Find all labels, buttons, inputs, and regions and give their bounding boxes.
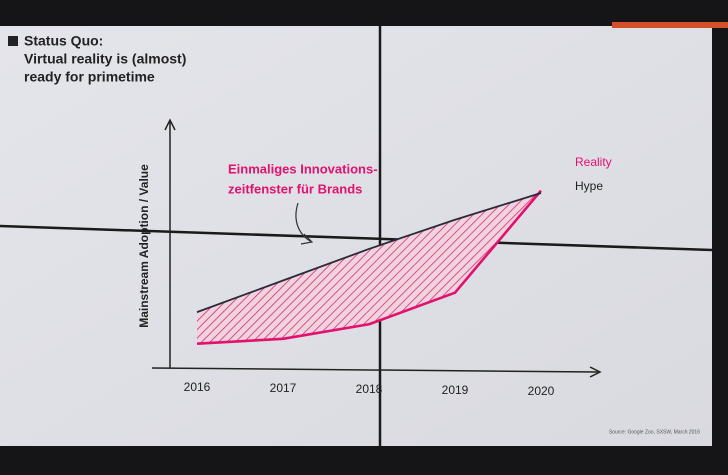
x-tick-label: 2016	[184, 380, 211, 394]
x-tick-label: 2018	[356, 382, 383, 396]
series-line	[196, 189, 542, 345]
y-axis-label: Mainstream Adoption / Value	[137, 164, 151, 328]
title: ready for primetime	[24, 69, 155, 85]
x-axis	[151, 367, 599, 373]
source: Source: Google Zoo, SXSW, March 2016	[609, 429, 700, 435]
series-line	[196, 192, 542, 313]
bullet	[8, 36, 18, 46]
annotation: zeitfenster für Brands	[228, 181, 362, 196]
light	[612, 22, 728, 28]
x-tick-label: 2020	[528, 384, 555, 398]
title: Status Quo:	[24, 33, 103, 49]
title: Virtual reality is (almost)	[24, 51, 186, 67]
annotation: Einmaliges Innovations-	[228, 161, 378, 176]
x-tick-label: 2019	[442, 383, 469, 397]
arrow-head	[589, 366, 602, 378]
series-label: Hype	[575, 179, 603, 193]
x-tick-label: 2017	[270, 381, 297, 395]
annotation-arrow	[295, 202, 314, 245]
bezel	[0, 224, 713, 252]
gap-area	[197, 190, 541, 344]
arrow-head	[164, 118, 176, 131]
series-label: Reality	[575, 155, 612, 169]
